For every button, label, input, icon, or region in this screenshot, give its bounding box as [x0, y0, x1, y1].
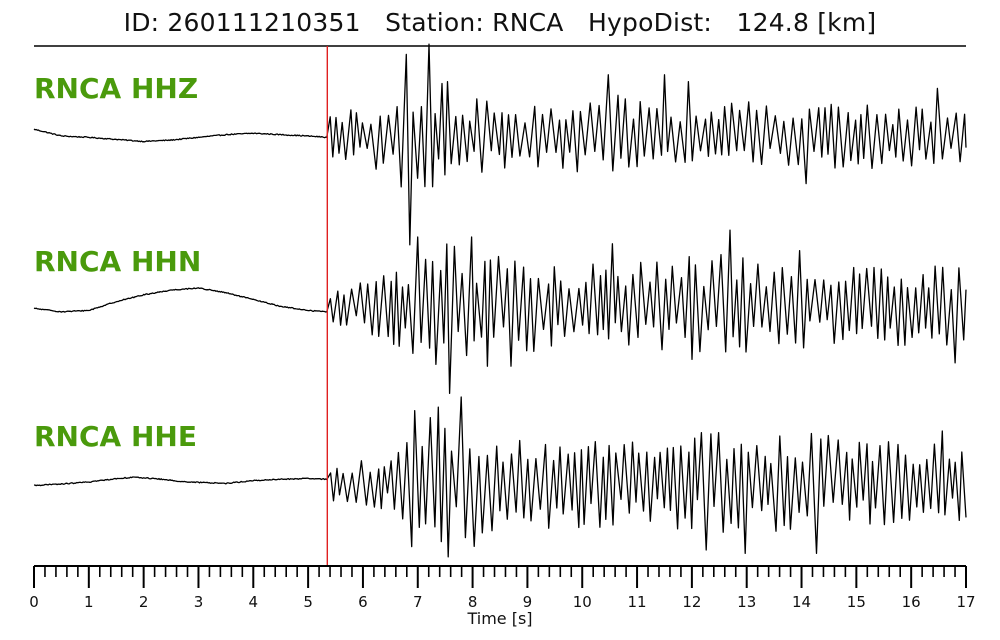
x-tick-label: 9: [523, 593, 533, 611]
x-tick-label: 0: [29, 593, 39, 611]
x-tick-label: 11: [628, 593, 647, 611]
x-tick-label: 8: [468, 593, 478, 611]
x-tick-label: 6: [358, 593, 368, 611]
trace-line-hhe: [33, 396, 967, 558]
x-axis-label: Time [s]: [466, 609, 532, 628]
x-tick-label: 4: [249, 593, 259, 611]
x-tick-label: 10: [573, 593, 592, 611]
x-tick-label: 5: [303, 593, 313, 611]
x-tick-label: 15: [847, 593, 866, 611]
trace-line-hhz: [33, 43, 967, 246]
traces-group: [33, 43, 967, 558]
x-tick-label: 13: [737, 593, 756, 611]
channel-label-hhe: RNCA HHE: [34, 420, 197, 453]
x-tick-label: 7: [413, 593, 423, 611]
time-axis: 0 1 2 3 4 5 6 7 8 9 10 11 12 13 14 15 16 17: [29, 565, 976, 611]
x-tick-label: 14: [792, 593, 811, 611]
x-tick-label: 3: [194, 593, 204, 611]
channel-label-hhz: RNCA HHZ: [34, 72, 199, 105]
x-tick-label: 16: [902, 593, 921, 611]
x-tick-label: 2: [139, 593, 149, 611]
channel-label-hhn: RNCA HHN: [34, 245, 202, 278]
x-tick-label: 1: [84, 593, 94, 611]
plot-title: ID: 260111210351 Station: RNCA HypoDist:…: [123, 8, 877, 37]
x-tick-label: 12: [682, 593, 701, 611]
trace-line-hhn: [33, 229, 967, 395]
x-tick-label: 17: [956, 593, 975, 611]
